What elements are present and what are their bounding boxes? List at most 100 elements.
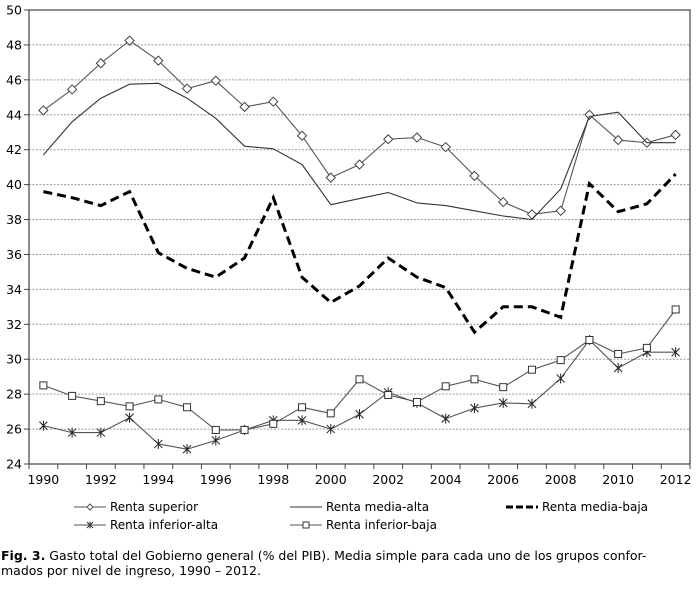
data-point-star xyxy=(671,347,680,358)
data-point-square xyxy=(556,356,565,365)
data-point-star xyxy=(527,398,537,409)
y-tick-label: 30 xyxy=(6,352,22,367)
series-renta-inferior-baja xyxy=(39,305,680,434)
data-point-diamond xyxy=(612,134,624,146)
data-point-square xyxy=(125,402,134,411)
data-point-star xyxy=(613,362,623,373)
data-point-diamond xyxy=(124,35,135,46)
y-tick-label: 44 xyxy=(6,107,22,122)
data-point-star xyxy=(39,420,48,431)
y-tick-label: 42 xyxy=(6,142,22,157)
data-point-diamond xyxy=(383,134,394,145)
data-point-diamond xyxy=(38,105,49,116)
data-point-star xyxy=(153,438,163,449)
legend-label: Renta superior xyxy=(110,500,199,514)
data-point-diamond xyxy=(153,55,164,66)
x-tick-label: 2010 xyxy=(602,472,634,487)
data-point-star xyxy=(297,415,307,426)
data-point-square xyxy=(326,409,335,418)
data-point-square xyxy=(499,383,508,392)
caption-text-line1: Gasto total del Gobierno general (% del … xyxy=(45,548,647,563)
data-point-square xyxy=(269,419,278,428)
data-point-diamond xyxy=(354,159,365,170)
data-point-diamond xyxy=(296,130,308,141)
y-tick-label: 46 xyxy=(6,72,22,87)
data-point-square xyxy=(240,425,249,434)
legend-item-renta-superior: Renta superior xyxy=(74,500,198,514)
data-point-square xyxy=(671,305,680,314)
data-point-square xyxy=(384,391,393,400)
x-tick-label: 2000 xyxy=(315,472,347,487)
data-point-star xyxy=(182,444,192,455)
x-tick-label: 2006 xyxy=(487,472,519,487)
data-point-diamond xyxy=(66,84,78,95)
data-point-star xyxy=(211,435,221,446)
solid-line-icon xyxy=(290,506,322,508)
x-tick-label: 1996 xyxy=(200,472,232,487)
series-renta-superior xyxy=(38,35,681,220)
data-point-diamond xyxy=(670,129,681,141)
data-point-diamond xyxy=(325,172,336,183)
data-point-diamond xyxy=(440,141,451,153)
data-point-square xyxy=(154,395,163,404)
data-point-diamond xyxy=(497,196,509,208)
data-point-square xyxy=(614,349,623,358)
data-point-star xyxy=(470,403,479,414)
x-tick-label: 2012 xyxy=(660,472,692,487)
data-point-square xyxy=(412,398,421,407)
data-point-square xyxy=(585,336,594,345)
data-point-diamond xyxy=(95,58,107,69)
figure-caption: Fig. 3. Gasto total del Gobierno general… xyxy=(1,548,697,578)
data-point-star xyxy=(326,424,336,435)
star-line-icon xyxy=(74,521,106,529)
legend-item-renta-media-alta: Renta media-alta xyxy=(290,500,429,514)
data-point-square xyxy=(183,403,192,412)
legend-item-renta-inferior-alta: Renta inferior-alta xyxy=(74,518,218,532)
series-line xyxy=(42,82,676,221)
y-axis: 24 26 28 30 32 34 36 38 40 42 44 46 48 50 xyxy=(6,3,29,472)
data-point-star xyxy=(556,373,566,384)
x-tick-label: 1990 xyxy=(27,472,59,487)
data-point-square xyxy=(355,375,364,384)
x-tick-label: 2008 xyxy=(545,472,577,487)
y-tick-label: 36 xyxy=(6,247,22,262)
y-tick-label: 34 xyxy=(6,282,22,297)
data-point-diamond xyxy=(210,75,222,86)
y-tick-label: 48 xyxy=(6,37,22,52)
data-point-square xyxy=(96,397,105,406)
legend-item-renta-media-baja: Renta media-baja xyxy=(506,500,648,514)
y-tick-label: 26 xyxy=(6,422,22,437)
data-point-star xyxy=(125,412,134,423)
data-point-star xyxy=(355,409,364,420)
y-tick-label: 24 xyxy=(6,457,22,472)
y-tick-label: 50 xyxy=(6,3,22,18)
data-point-star xyxy=(498,397,508,408)
plot-frame xyxy=(28,9,691,465)
data-point-square xyxy=(441,382,450,391)
series-line xyxy=(43,173,677,335)
data-point-diamond xyxy=(469,170,480,182)
caption-text-line2: mados por nivel de ingreso, 1990 – 2012. xyxy=(1,563,261,578)
dashed-line-icon xyxy=(506,505,538,509)
data-point-star xyxy=(67,427,77,438)
diamond-line-icon xyxy=(74,503,106,511)
x-axis: 1990 1992 1994 1996 1998 2000 2002 2004 2006 2008… xyxy=(27,464,692,487)
x-tick-label: 1998 xyxy=(257,472,289,487)
legend-item-renta-inferior-baja: Renta inferior-baja xyxy=(290,518,437,532)
series-renta-media-alta xyxy=(42,82,676,221)
legend-label: Renta inferior-alta xyxy=(110,518,219,532)
data-point-square xyxy=(68,391,77,400)
y-tick-label: 40 xyxy=(6,177,22,192)
data-point-diamond xyxy=(239,101,250,113)
data-point-diamond xyxy=(268,96,279,107)
legend-label: Renta inferior-baja xyxy=(326,518,437,532)
legend-label: Renta media-baja xyxy=(542,500,649,514)
series-line xyxy=(43,40,676,215)
y-tick-label: 28 xyxy=(6,387,22,402)
x-tick-label: 1992 xyxy=(85,472,117,487)
x-tick-label: 2004 xyxy=(430,472,462,487)
square-line-icon xyxy=(290,521,322,529)
data-point-diamond xyxy=(181,83,193,94)
caption-label: Fig. 3. xyxy=(1,548,46,563)
data-point-square xyxy=(527,365,536,374)
